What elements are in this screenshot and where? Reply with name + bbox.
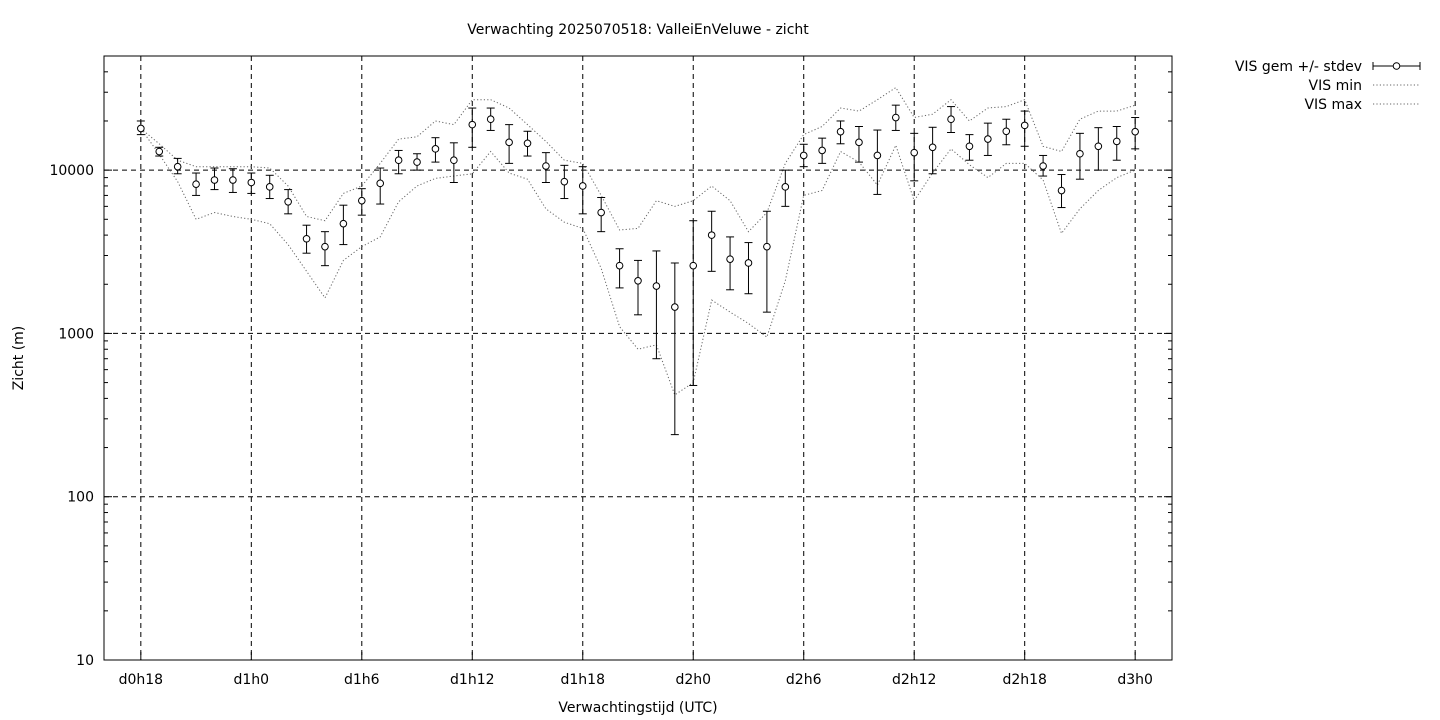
x-tick-label: d1h12 (450, 672, 494, 688)
x-tick-label: d1h6 (344, 672, 380, 688)
x-tick-label: d2h18 (1002, 672, 1046, 688)
data-point (1131, 127, 1139, 136)
data-point (744, 259, 753, 267)
data-point (855, 138, 863, 147)
x-tick-label: d1h18 (561, 672, 605, 688)
data-point (229, 176, 237, 184)
data-point (818, 146, 826, 155)
data-point (137, 124, 145, 133)
data-point (302, 234, 311, 243)
data-point (1020, 121, 1029, 130)
data-point (210, 176, 219, 184)
data-point (413, 158, 421, 166)
data-point (1112, 137, 1121, 146)
y-tick-label: 1000 (58, 326, 94, 342)
data-point (173, 162, 182, 171)
data-point (910, 148, 919, 157)
data-point (726, 255, 734, 263)
data-point (523, 139, 532, 148)
data-point (615, 261, 624, 270)
x-tick-label: d3h0 (1117, 672, 1153, 688)
plot-area-frame (103, 55, 1173, 661)
data-point (431, 145, 440, 153)
data-point (265, 183, 274, 191)
y-axis: 10 100 1000 10000 (49, 55, 1172, 669)
data-point (984, 135, 992, 143)
legend-label: VIS max (1304, 97, 1362, 113)
data-point (284, 197, 292, 206)
data-point (634, 277, 642, 285)
data-point (155, 147, 164, 156)
data-point (450, 156, 458, 165)
legend: VIS gem +/- stdev VIS min VIS max (1235, 59, 1421, 113)
data-point (357, 196, 366, 205)
data-point (671, 303, 679, 311)
data-point (505, 138, 513, 147)
data-point (578, 182, 587, 190)
data-point (1002, 127, 1011, 136)
data-point (468, 120, 477, 129)
data-point (799, 151, 808, 160)
series-line-vis-max (140, 86, 1136, 233)
data-point (192, 180, 200, 189)
data-point (542, 162, 550, 170)
series-layer (136, 86, 1140, 436)
data-point (1057, 186, 1066, 195)
data-point (1094, 142, 1103, 151)
data-point (1039, 162, 1047, 170)
x-axis: d0h18 d1h0 d1h6 d1h12 d1h18 d2h0 d2h6 d2h12 d2h1… (119, 652, 1153, 688)
x-tick-label: d2h12 (892, 672, 936, 688)
data-point (873, 151, 882, 160)
data-point (247, 178, 256, 187)
data-point (965, 142, 974, 151)
data-point (1076, 149, 1084, 158)
data-point (321, 242, 329, 251)
data-point (707, 231, 716, 239)
data-point (928, 143, 937, 152)
legend-sample-point (1392, 62, 1401, 70)
y-tick-label: 10 (76, 653, 94, 669)
grid (104, 56, 1172, 660)
data-point (376, 179, 385, 188)
data-point (560, 177, 569, 186)
y-tick-label: 100 (67, 490, 94, 506)
x-axis-label: Verwachtingstijd (UTC) (558, 700, 717, 716)
y-tick-label: 10000 (49, 163, 94, 179)
data-point (597, 208, 605, 217)
data-point (836, 127, 845, 136)
x-tick-label: d2h0 (675, 672, 711, 688)
legend-label: VIS gem +/- stdev (1235, 59, 1362, 75)
data-point (947, 115, 955, 124)
x-tick-label: d2h6 (786, 672, 822, 688)
x-tick-label: d1h0 (234, 672, 270, 688)
data-point (486, 115, 495, 124)
data-point (394, 156, 403, 165)
data-point (652, 282, 661, 290)
legend-label: VIS min (1309, 78, 1362, 94)
chart-title: Verwachting 2025070518: ValleiEnVeluwe -… (467, 22, 809, 38)
data-point (339, 219, 348, 228)
data-point (763, 242, 771, 251)
data-point (781, 183, 790, 191)
x-tick-label: d0h18 (119, 672, 163, 688)
data-point (891, 113, 900, 122)
data-point (689, 261, 698, 270)
y-axis-label: Zicht (m) (11, 326, 27, 391)
